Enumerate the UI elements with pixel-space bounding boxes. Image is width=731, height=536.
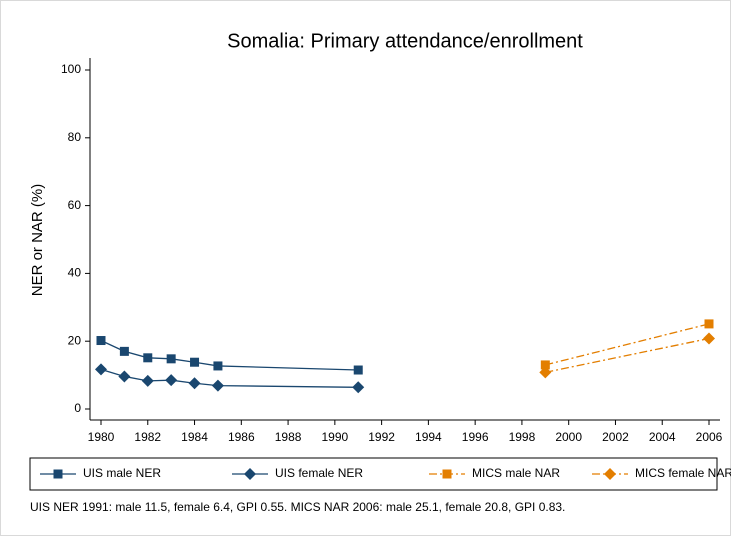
x-tick-label: 1980 [88, 430, 115, 444]
x-tick-label: 1992 [368, 430, 395, 444]
marker [141, 374, 154, 387]
marker [190, 357, 200, 367]
chart-title: Somalia: Primary attendance/enrollment [227, 30, 583, 52]
x-tick-label: 1982 [134, 430, 161, 444]
x-tick-label: 2006 [696, 430, 723, 444]
y-tick-label: 60 [68, 198, 82, 212]
legend-marker [244, 468, 256, 480]
x-tick-label: 1990 [321, 430, 348, 444]
x-tick-label: 1988 [275, 430, 302, 444]
y-tick-label: 0 [74, 401, 81, 415]
marker [213, 361, 223, 371]
x-tick-label: 1986 [228, 430, 255, 444]
marker [95, 363, 107, 376]
series-line [545, 337, 710, 374]
marker [143, 353, 153, 363]
x-tick-label: 2004 [649, 430, 676, 444]
series-line [545, 323, 710, 366]
legend-label: MICS female NAR [635, 466, 731, 480]
legend-marker [442, 469, 452, 479]
marker [188, 377, 201, 390]
y-axis-label: NER or NAR (%) [29, 184, 46, 297]
marker [703, 332, 715, 345]
marker [352, 381, 365, 394]
x-tick-label: 2000 [555, 430, 582, 444]
marker [118, 370, 131, 383]
legend-box [29, 457, 718, 491]
note: UIS NER 1991: male 11.5, female 6.4, GPI… [30, 500, 565, 514]
marker [96, 336, 106, 346]
marker [540, 360, 550, 370]
legend-label: UIS female NER [275, 466, 363, 480]
x-tick-label: 1984 [181, 430, 208, 444]
y-tick-label: 20 [68, 333, 82, 347]
legend-marker [604, 468, 616, 480]
marker [165, 374, 178, 387]
legend-label: UIS male NER [83, 466, 161, 480]
y-tick-label: 80 [68, 130, 82, 144]
marker [166, 354, 176, 364]
marker [539, 366, 552, 379]
x-tick-label: 1994 [415, 430, 442, 444]
legend-marker [53, 469, 63, 479]
legend-label: MICS male NAR [472, 466, 560, 480]
marker [119, 346, 129, 356]
x-tick-label: 2002 [602, 430, 629, 444]
x-tick-label: 1996 [462, 430, 489, 444]
x-tick-label: 1998 [509, 430, 536, 444]
marker [353, 365, 363, 375]
marker [704, 319, 714, 329]
y-tick-label: 40 [68, 266, 82, 280]
y-tick-label: 100 [61, 62, 81, 76]
marker [211, 379, 224, 392]
